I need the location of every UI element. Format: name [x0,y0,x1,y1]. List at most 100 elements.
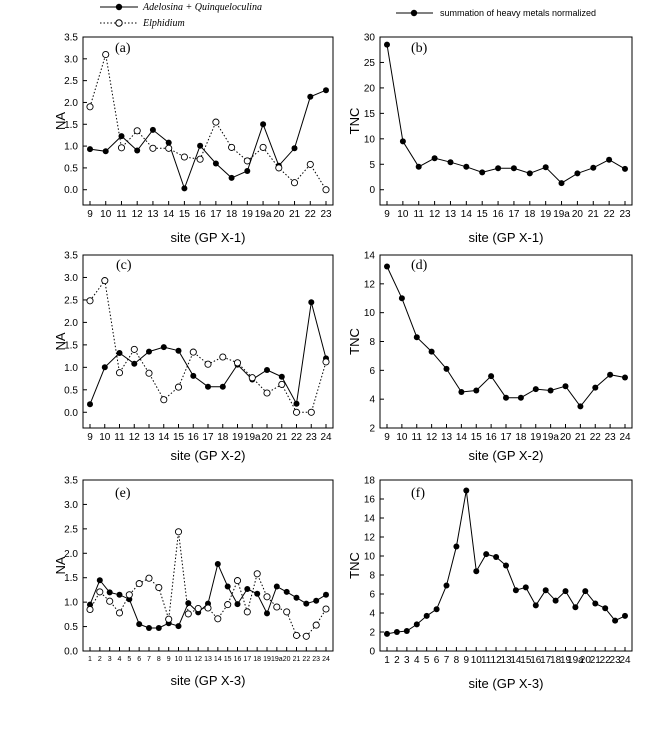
y-tick-label: 10 [364,308,376,319]
series-elphidium [86,50,330,194]
data-point [517,394,524,401]
data-point [212,160,219,167]
x-tick-label: 11 [481,655,492,666]
x-tick-label: 14 [461,209,473,220]
x-tick-label: 22 [291,432,303,443]
panel-label: (a) [115,41,131,56]
data-point [607,371,614,378]
x-tick-label: 11 [412,432,423,443]
data-point [323,87,329,94]
data-point [503,562,509,569]
x-tick-label: 22 [600,655,612,666]
data-point [204,360,212,368]
x-tick-label: 19a [271,656,283,663]
data-point [493,554,500,560]
x-tick-label: 12 [429,209,441,220]
y-tick-label: 2 [369,424,375,435]
chart-panel-a: 0.00.51.01.52.02.53.03.59 10 11 12 13 14 15 16 1… [53,33,334,245]
data-point [612,617,619,624]
plot-frame [82,36,334,206]
data-point [510,165,517,172]
data-point [116,591,123,598]
x-tick-label: 17 [540,655,552,666]
x-tick-label: 6 [434,655,440,666]
x-tick-label: 12 [129,432,141,443]
x-tick-label: 24 [322,656,330,663]
data-point [292,631,301,639]
x-tick-label: 11 [185,656,192,663]
data-point [574,170,581,177]
x-tick-label: 12 [426,432,438,443]
legend-label-adelosina: Adelosina + Quinqueloculina [142,2,262,13]
x-tick-label: 17 [500,432,512,443]
data-point [117,144,126,152]
data-point [160,344,167,351]
plot-frame [82,479,334,652]
data-point [102,50,110,59]
x-tick-label: 23 [320,209,332,220]
data-point [413,621,420,628]
data-point [398,295,405,302]
data-point [290,179,299,187]
x-tick-label: 14 [158,432,170,443]
data-point [263,389,271,397]
x-tick-label: 18 [253,656,261,663]
data-point [228,174,235,181]
legend-right: summation of heavy metals normalized [396,8,596,18]
data-point [234,601,241,608]
y-tick-label: 6 [369,366,375,377]
x-tick-label: 16 [486,432,498,443]
x-tick-label: 14 [214,656,222,663]
data-point [180,153,188,161]
data-point [131,360,138,367]
y-axis-label: TNC [347,552,362,579]
data-point [302,632,310,640]
data-point [323,591,329,598]
x-tick-label: 22 [305,209,317,220]
data-point [181,185,188,192]
x-tick-label: 19a [244,432,261,443]
y-tick-label: 3.0 [64,500,78,511]
data-point [399,138,406,145]
x-tick-label: 19a [553,209,570,220]
data-point [189,348,197,356]
series-adelosina-quinqueloculina [87,299,329,408]
data-point [165,144,173,152]
data-point [102,148,109,155]
data-point [196,155,204,163]
x-tick-label: 9 [167,656,171,663]
x-tick-label: 22 [604,209,616,220]
x-tick-label: 15 [477,209,489,220]
series-adelosina-quinqueloculina [87,87,329,192]
data-point [458,389,465,395]
y-tick-label: 2.0 [64,98,78,109]
y-tick-label: 25 [364,58,376,69]
data-point [291,145,298,152]
data-point [134,147,141,154]
x-tick-label: 23 [619,209,631,220]
plot-frame [379,36,633,206]
y-axis-label: NA [53,556,68,574]
data-point [96,577,103,584]
data-point [149,126,156,133]
data-point [86,297,94,305]
data-point [503,394,509,401]
data-point [194,604,202,613]
y-tick-label: 12 [364,533,376,544]
x-tick-label: 7 [147,656,151,663]
y-tick-label: 1.5 [64,573,78,584]
data-point [542,587,549,594]
data-point [244,586,251,592]
x-tick-label: 5 [127,656,131,663]
x-tick-label: 16 [493,209,505,220]
y-tick-label: 8 [369,571,375,582]
x-tick-label: 10 [397,209,409,220]
y-tick-label: 0.0 [64,647,78,658]
data-point [263,593,271,601]
series-adelosina-quinqueloculina [87,561,329,631]
data-point [542,164,549,171]
data-point [393,629,400,635]
x-tick-label: 11 [414,209,425,220]
